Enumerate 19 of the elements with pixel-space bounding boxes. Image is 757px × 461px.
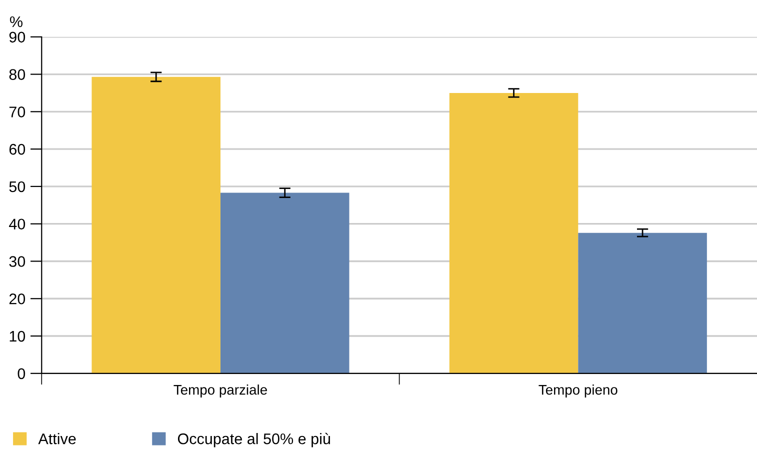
y-tick-label: 90 (9, 32, 26, 43)
y-tick-label: 10 (10, 330, 26, 342)
y-tick-label: 30 (9, 256, 26, 267)
x-tick-label: Tempo parziale (174, 384, 267, 398)
bar (92, 76, 220, 374)
bar (578, 232, 707, 374)
y-tick-label: 50 (9, 181, 26, 192)
y-tick-label: 60 (9, 144, 26, 155)
y-tick-label: 20 (9, 293, 26, 304)
y-tick-label: 70 (9, 106, 26, 118)
x-tick-label: Tempo pieno (538, 384, 618, 398)
y-tick-label: 0 (18, 368, 26, 380)
legend-label: Attive (38, 433, 76, 444)
legend-label: Occupate al 50% e più (178, 432, 330, 448)
bar (220, 192, 350, 374)
y-tick-label: 80 (9, 69, 26, 80)
y-tick-label: 40 (9, 218, 26, 230)
bar (449, 92, 578, 374)
y-axis-title: % (10, 16, 22, 28)
